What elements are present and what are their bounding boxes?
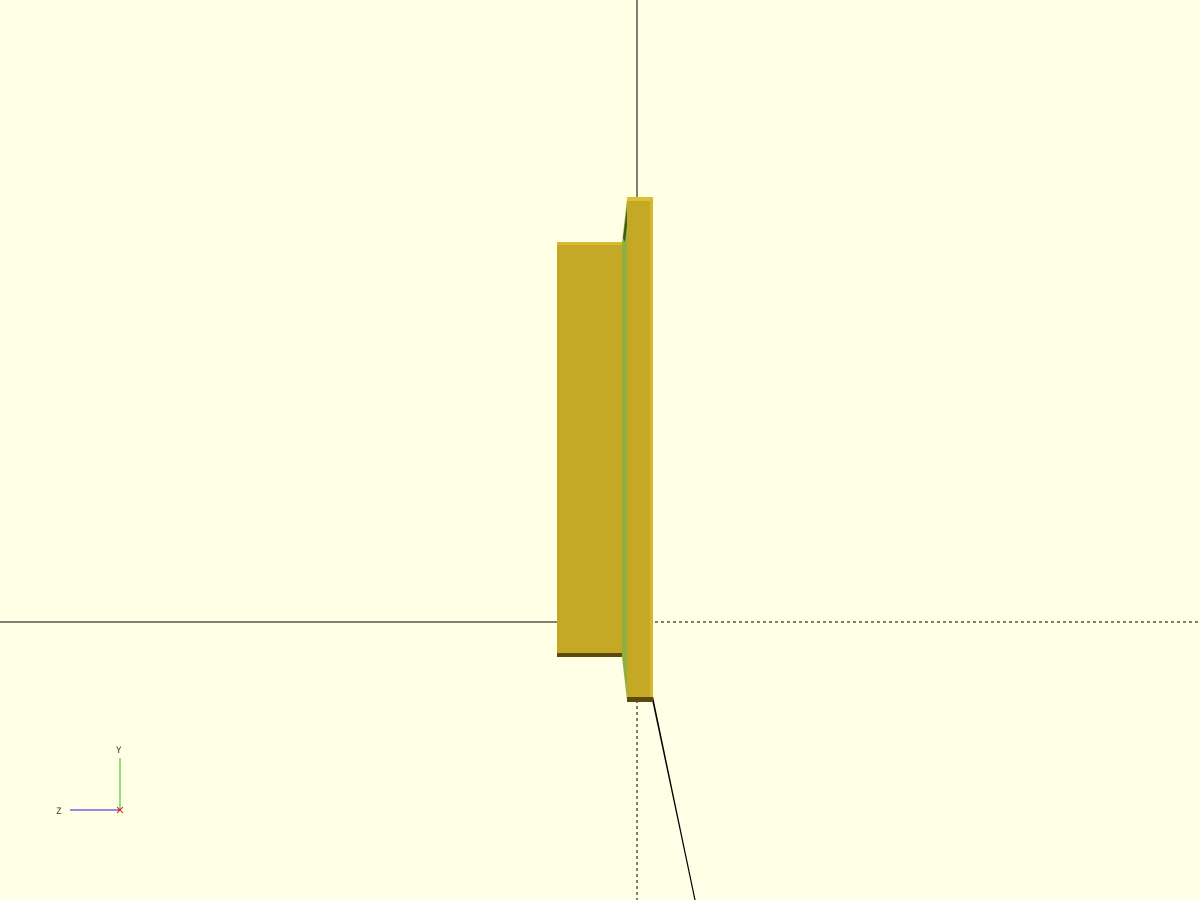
model-front-plate-top-edge: [627, 197, 653, 201]
model-front-plate: [627, 198, 653, 702]
model-chamfer-edge: [622, 199, 627, 700]
model-back-box-bottom-shadow: [557, 653, 623, 657]
gizmo-y-label: Y: [116, 746, 122, 756]
model-front-plate-right-edge: [650, 199, 653, 699]
model-3d-object[interactable]: [557, 197, 653, 702]
x-axis-overlay: [652, 701, 696, 900]
axes-orientation-gizmo: Y Z: [56, 746, 124, 817]
model-back-box: [557, 243, 623, 657]
gizmo-z-label: Z: [56, 807, 62, 817]
gizmo-x-axis-b: [116, 806, 124, 814]
model-front-plate-bottom-shadow: [627, 697, 653, 702]
model-back-box-top-edge: [557, 242, 623, 245]
